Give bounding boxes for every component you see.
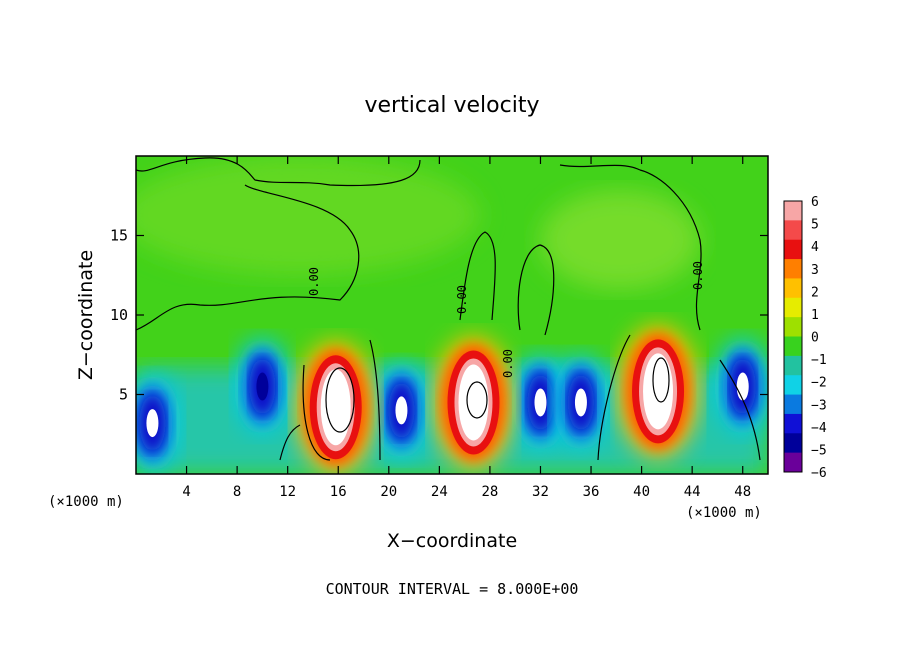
y-axis-label: Z−coordinate [75, 250, 97, 380]
colorbar-swatch [784, 413, 802, 434]
colorbar-tick-label: 6 [811, 195, 819, 210]
y-tick-label: 15 [110, 227, 128, 245]
upper-light-zone-2 [540, 190, 700, 290]
downdraft-center [534, 388, 547, 417]
colorbar-swatch [784, 239, 802, 260]
x-tick-label: 40 [633, 484, 650, 500]
colorbar-swatch [784, 433, 802, 454]
colorbar-swatch [784, 452, 802, 473]
colorbar: 6 5 4 3 2 1 0 −1 −2 −3 −4 −5 −6 [783, 195, 827, 481]
x-tick-label: 32 [532, 484, 549, 500]
colorbar-tick-label: 0 [811, 331, 819, 346]
y-tick-label: 5 [119, 386, 128, 404]
colorbar-tick-label: 1 [811, 308, 819, 323]
colorbar-tick-label: −2 [811, 376, 827, 391]
colorbar-swatch [784, 201, 802, 221]
x-axis-label: X−coordinate [387, 530, 517, 552]
contour-interval-footer: CONTOUR INTERVAL = 8.000E+00 [326, 580, 579, 598]
downdraft-center [256, 372, 269, 401]
updraft-center [643, 353, 674, 430]
plot-area [136, 156, 768, 474]
x-tick-label: 16 [330, 484, 347, 500]
x-tick-label: 36 [583, 484, 600, 500]
colorbar-swatch [784, 278, 802, 299]
colorbar-tick-label: 4 [811, 240, 819, 255]
x-axis: 4 8 12 16 20 24 28 32 36 40 44 48 [182, 156, 751, 500]
colorbar-swatch [784, 336, 802, 357]
x-tick-label: 8 [233, 484, 241, 500]
downdraft-center [395, 396, 408, 425]
x-tick-label: 12 [279, 484, 296, 500]
contour-label: 0.00 [455, 285, 469, 314]
downdraft-center [574, 388, 587, 417]
colorbar-tick-label: −1 [811, 353, 827, 368]
updraft-center [320, 369, 351, 446]
contour-label: 0.00 [307, 267, 321, 296]
colorbar-tick-label: 5 [811, 218, 819, 233]
contour-label: 0.00 [691, 261, 705, 290]
x-tick-label: 20 [380, 484, 397, 500]
x-unit-left: (×1000 m) [48, 494, 124, 510]
chart-title: vertical velocity [364, 93, 539, 118]
contour-label: 0.00 [501, 349, 515, 378]
colorbar-tick-label: −4 [811, 421, 827, 436]
x-tick-label: 4 [182, 484, 190, 500]
colorbar-swatch [784, 220, 802, 241]
y-axis: 5 10 15 [110, 227, 768, 404]
colorbar-tick-label: 2 [811, 285, 819, 300]
downdraft-center [146, 409, 159, 438]
colorbar-swatch [784, 317, 802, 337]
x-tick-label: 44 [684, 484, 701, 500]
contour-lines [136, 157, 761, 461]
x-tick-label: 28 [481, 484, 498, 500]
x-tick-label: 48 [734, 484, 751, 500]
colorbar-swatch [784, 259, 802, 279]
x-unit-right: (×1000 m) [686, 505, 762, 521]
x-tick-label: 24 [431, 484, 448, 500]
y-tick-label: 10 [110, 306, 128, 324]
colorbar-frame [783, 200, 803, 473]
colorbar-swatch [784, 375, 802, 396]
colorbar-tick-label: −5 [811, 443, 827, 458]
colorbar-swatch [784, 355, 802, 376]
upper-light-zone [136, 156, 480, 275]
updraft-center [458, 364, 489, 441]
colorbar-tick-label: 3 [811, 263, 819, 278]
colorbar-swatch [784, 394, 802, 415]
colorbar-swatch [784, 297, 802, 318]
colorbar-tick-label: −6 [811, 466, 827, 481]
downdraft-center [736, 372, 749, 401]
colorbar-tick-label: −3 [811, 398, 827, 413]
